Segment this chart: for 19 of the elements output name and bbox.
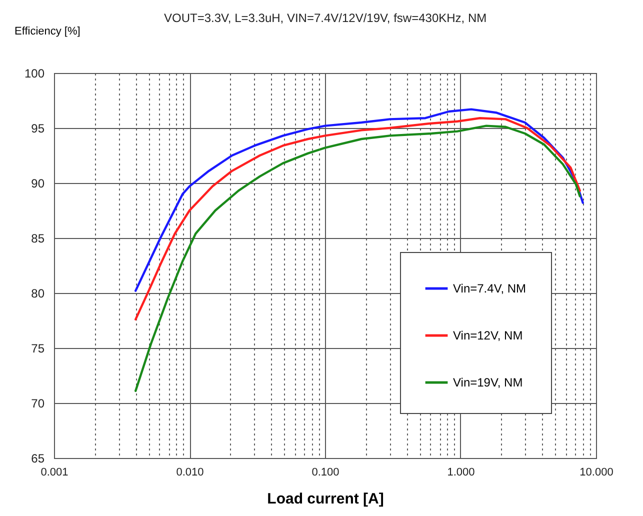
legend-label: Vin=12V, NM bbox=[453, 328, 523, 342]
y-tick-label: 70 bbox=[31, 396, 45, 410]
chart-title: VOUT=3.3V, L=3.3uH, VIN=7.4V/12V/19V, fsw=430KHz, NM bbox=[164, 11, 487, 25]
x-tick-label: 0.001 bbox=[40, 466, 68, 478]
y-tick-label: 85 bbox=[31, 232, 45, 246]
legend-label: Vin=7.4V, NM bbox=[453, 282, 526, 296]
y-tick-label: 65 bbox=[31, 452, 45, 466]
y-tick-label: 100 bbox=[24, 66, 45, 80]
x-tick-label: 0.010 bbox=[176, 466, 204, 478]
x-tick-label: 0.100 bbox=[312, 466, 340, 478]
y-tick-label: 95 bbox=[31, 122, 45, 136]
x-tick-label: 1.000 bbox=[447, 466, 475, 478]
x-axis-title: Load current [A] bbox=[267, 490, 384, 508]
legend-label: Vin=19V, NM bbox=[453, 376, 523, 390]
y-axis-title: Efficiency [%] bbox=[14, 26, 80, 38]
y-tick-label: 80 bbox=[31, 286, 45, 300]
x-tick-label: 10.000 bbox=[580, 466, 614, 478]
y-tick-label: 90 bbox=[31, 176, 45, 190]
y-tick-label: 75 bbox=[31, 342, 45, 356]
